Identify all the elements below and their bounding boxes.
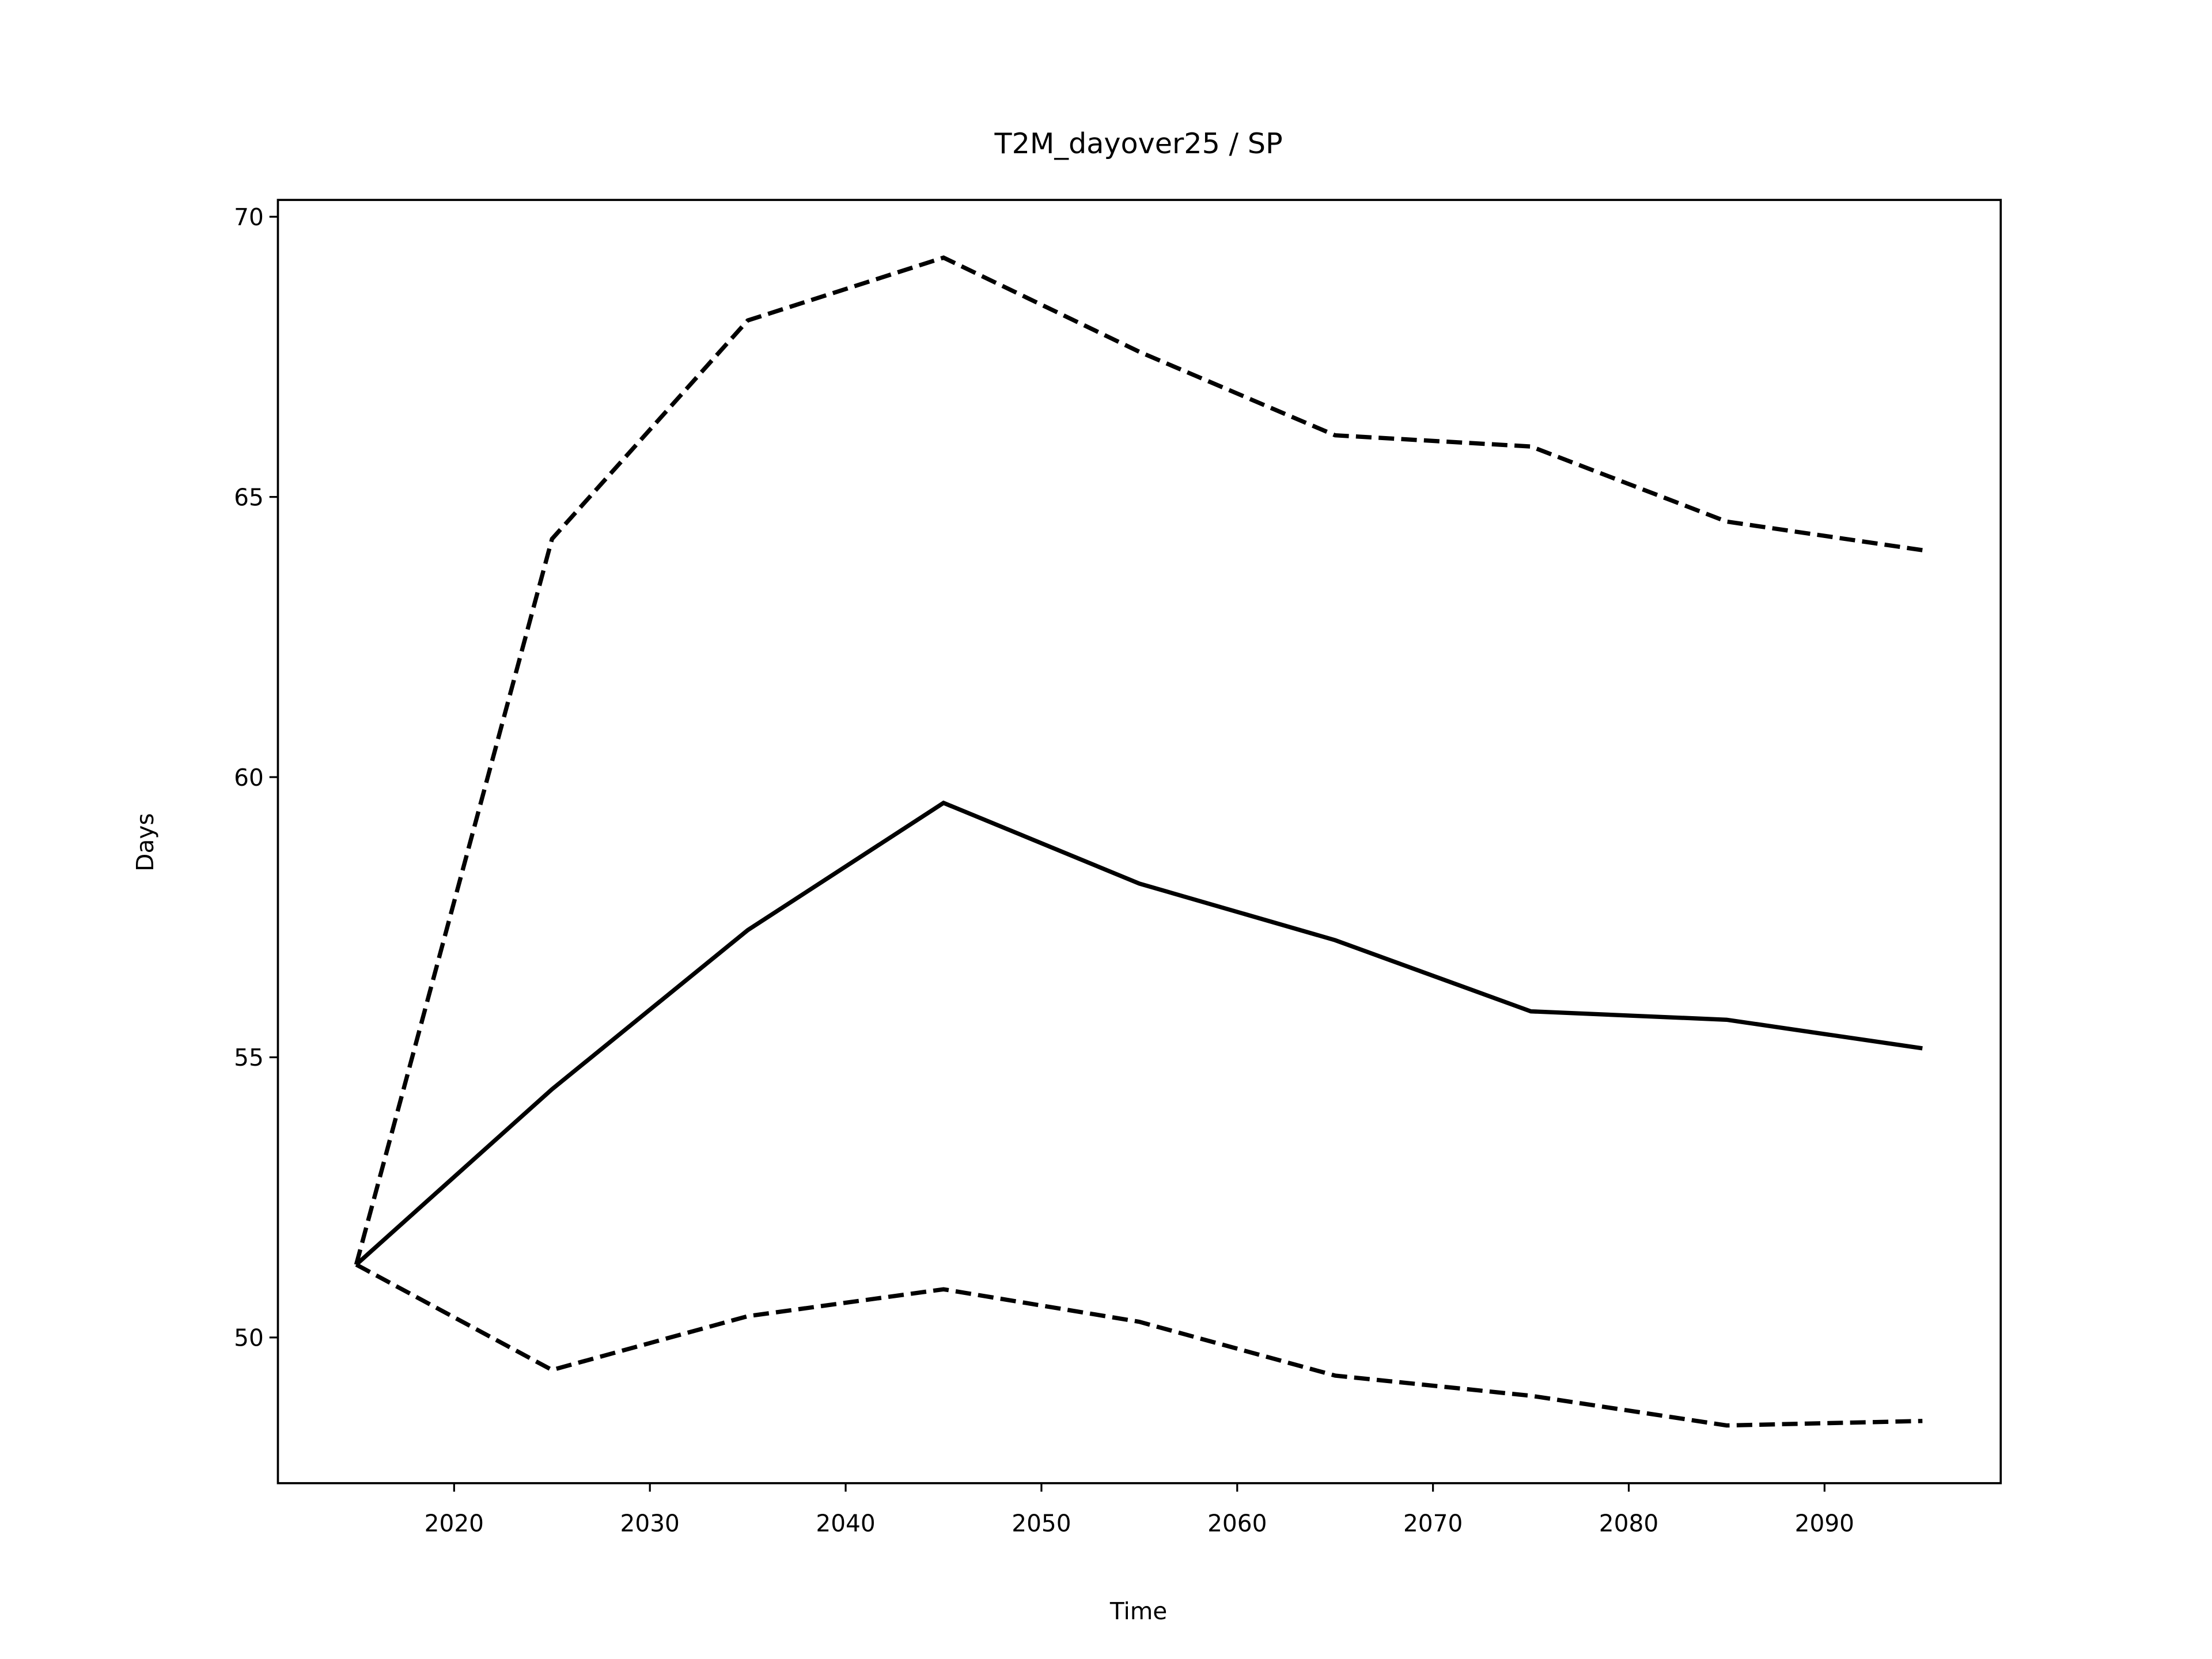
x-tick-label: 2020 bbox=[425, 1509, 484, 1537]
x-tick-label: 2030 bbox=[620, 1509, 680, 1537]
y-tick-label: 55 bbox=[234, 1044, 264, 1071]
y-tick-label: 50 bbox=[234, 1324, 264, 1352]
x-tick-label: 2080 bbox=[1599, 1509, 1658, 1537]
data-line bbox=[354, 255, 1923, 1266]
chart-title: T2M_dayover25 / SP bbox=[994, 127, 1283, 160]
y-axis-label: Days bbox=[131, 813, 159, 871]
data-line bbox=[354, 800, 1923, 1267]
y-tick-label: 60 bbox=[234, 764, 264, 791]
x-tick-label: 2060 bbox=[1207, 1509, 1267, 1537]
plot-frame bbox=[276, 199, 2002, 1484]
x-tick-label: 2040 bbox=[816, 1509, 875, 1537]
data-line bbox=[355, 1263, 1923, 1428]
y-tick-label: 70 bbox=[234, 203, 264, 231]
x-axis-label: Time bbox=[1109, 1597, 1167, 1625]
x-tick-label: 2090 bbox=[1795, 1509, 1854, 1537]
y-tick-label: 65 bbox=[234, 483, 264, 511]
x-tick-label: 2070 bbox=[1403, 1509, 1463, 1537]
x-tick-label: 2050 bbox=[1012, 1509, 1071, 1537]
